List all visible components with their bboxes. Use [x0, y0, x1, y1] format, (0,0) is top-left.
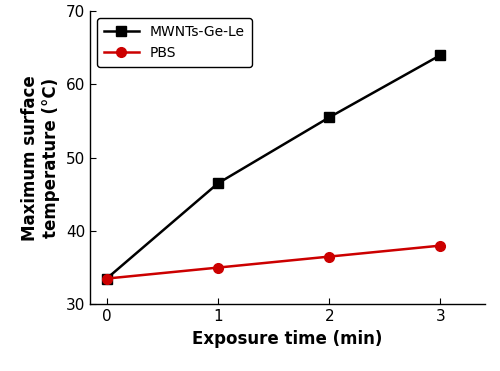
Line: MWNTs-Ge-Le: MWNTs-Ge-Le — [102, 50, 446, 283]
Y-axis label: Maximum surface
temperature (°C): Maximum surface temperature (°C) — [22, 75, 60, 240]
MWNTs-Ge-Le — [438, 53, 444, 57]
PBS — [438, 243, 444, 248]
PBS — [104, 276, 110, 281]
Line: PBS: PBS — [102, 241, 446, 283]
PBS — [326, 255, 332, 259]
Legend: MWNTs-Ge-Le, PBS: MWNTs-Ge-Le, PBS — [97, 18, 252, 67]
MWNTs-Ge-Le — [215, 181, 221, 186]
X-axis label: Exposure time (min): Exposure time (min) — [192, 330, 382, 348]
PBS — [215, 265, 221, 270]
MWNTs-Ge-Le — [326, 115, 332, 119]
MWNTs-Ge-Le — [104, 276, 110, 281]
